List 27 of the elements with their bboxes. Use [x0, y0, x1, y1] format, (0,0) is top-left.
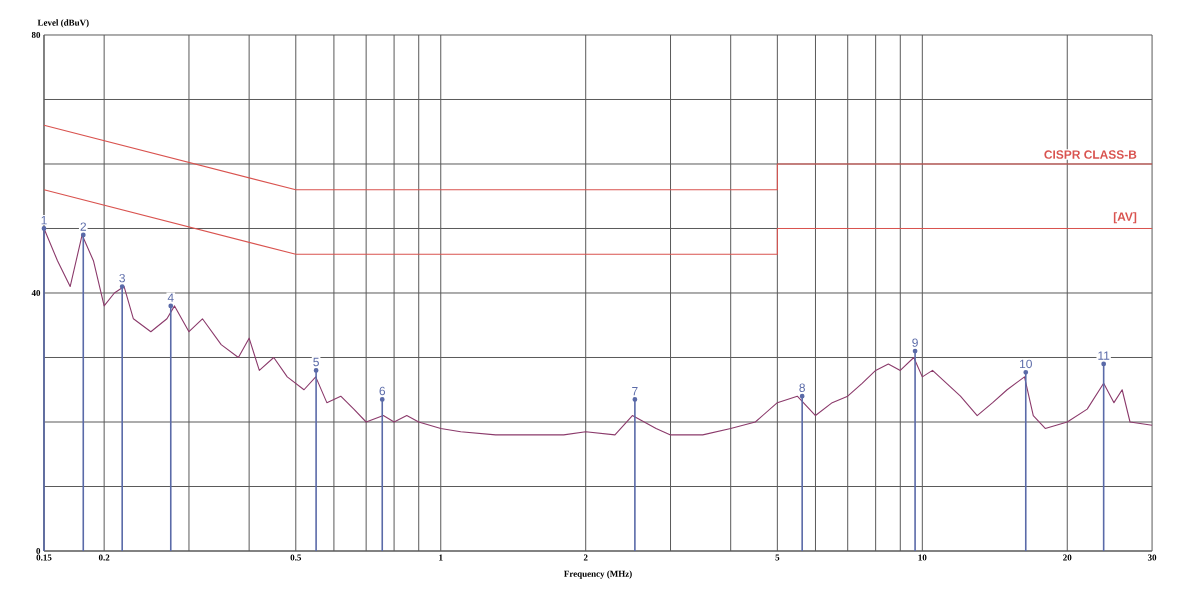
x-tick-label: 0.2 — [98, 554, 110, 561]
annotation: 3 — [119, 273, 125, 283]
x-tick-label: 0.15 — [36, 554, 52, 561]
annotation: 6 — [379, 386, 386, 396]
x-axis-title: Frequency (MHz) — [564, 570, 632, 579]
annotation: 5 — [313, 357, 319, 367]
x-tick-label: 2 — [583, 554, 588, 561]
annotation: 10 — [1020, 359, 1032, 369]
annotation: 8 — [799, 383, 805, 392]
x-tick-label: 0.5 — [290, 554, 302, 561]
x-tick-label: 20 — [1063, 554, 1072, 561]
series-label: [AV] — [1113, 212, 1137, 224]
x-tick-label: 1 — [439, 554, 443, 561]
annotation: 9 — [912, 338, 918, 347]
annotation: 4 — [167, 293, 174, 302]
y-tick-label: 0 — [36, 547, 41, 555]
annotation: 11 — [1098, 351, 1110, 360]
x-tick-label: 5 — [775, 554, 780, 561]
x-tick-label: 30 — [1147, 554, 1157, 561]
y-axis-title: Level (dBuV) — [37, 19, 89, 28]
x-tick-label: 10 — [918, 554, 927, 561]
annotation: 2 — [80, 222, 86, 231]
annotation: 1 — [41, 216, 47, 225]
y-tick-label: 80 — [31, 31, 41, 39]
series-label: CISPR CLASS-B — [1044, 150, 1137, 159]
annotation: 7 — [632, 387, 638, 396]
y-tick-label: 40 — [31, 289, 41, 297]
